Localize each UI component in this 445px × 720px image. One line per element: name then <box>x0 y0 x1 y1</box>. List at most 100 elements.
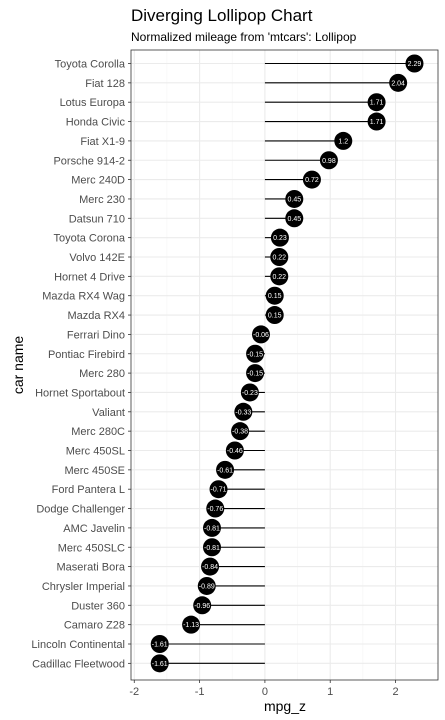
y-tick-label: Chrysler Imperial <box>42 581 125 593</box>
y-tick-label: Merc 280 <box>79 368 125 380</box>
lollipop-point <box>246 344 265 363</box>
y-tick-label: Merc 280C <box>71 426 125 438</box>
value-label: -0.15 <box>247 351 263 358</box>
lollipop-point <box>367 93 386 112</box>
value-label: 0.45 <box>287 216 301 223</box>
lollipop-point <box>150 654 169 673</box>
lollipop-point <box>405 54 424 73</box>
lollipop-point <box>209 480 228 499</box>
value-label: -0.71 <box>211 487 227 494</box>
x-tick-label: 0 <box>262 686 268 698</box>
lollipop-point <box>202 538 221 557</box>
y-tick-label: Datsun 710 <box>69 213 125 225</box>
y-tick-label: Fiat X1-9 <box>80 136 125 148</box>
lollipop-point <box>251 325 270 344</box>
value-label: -0.89 <box>199 583 215 590</box>
value-label: -1.61 <box>152 642 168 649</box>
lollipop-point <box>197 576 216 595</box>
value-label: 1.2 <box>338 138 348 145</box>
y-tick-label: Merc 230 <box>79 194 125 206</box>
lollipop-point <box>265 286 284 305</box>
value-label: -0.61 <box>217 467 233 474</box>
x-tick-label: -2 <box>129 686 139 698</box>
y-tick-label: Duster 360 <box>71 600 125 612</box>
lollipop-point <box>270 228 289 247</box>
lollipop-point <box>270 267 289 286</box>
y-tick-label: Mazda RX4 Wag <box>42 291 125 303</box>
lollipop-point <box>182 615 201 634</box>
lollipop-point <box>285 189 304 208</box>
value-label: -0.46 <box>227 448 243 455</box>
lollipop-point <box>225 441 244 460</box>
value-label: -0.15 <box>247 371 263 378</box>
value-label: 2.29 <box>408 61 422 68</box>
value-label: 1.71 <box>370 100 384 107</box>
y-tick-label: Toyota Corolla <box>55 59 126 71</box>
y-tick-label: Toyota Corona <box>53 233 125 245</box>
value-label: -0.96 <box>194 603 210 610</box>
panel-border <box>130 49 439 681</box>
lollipop-point <box>334 131 353 150</box>
value-label: 0.45 <box>287 196 301 203</box>
y-tick-label: Merc 240D <box>71 175 125 187</box>
lollipop-marks: 2.29 2.04 1.71 1.71 1.2 0.98 0.72 0.45 0.45 0.23 0… <box>150 54 424 673</box>
value-label: -0.38 <box>232 429 248 436</box>
value-label: -0.23 <box>242 390 258 397</box>
value-label: 0.23 <box>273 235 287 242</box>
x-axis-title: mpg_z <box>263 698 307 714</box>
x-tick-label: 1 <box>327 686 333 698</box>
lollipop-point <box>270 248 289 266</box>
lollipop-point <box>265 306 284 325</box>
x-tick-label: 2 <box>392 686 398 698</box>
y-tick-label: Pontiac Firebird <box>48 349 125 361</box>
y-tick-label: AMC Javelin <box>63 523 125 535</box>
value-label: -0.06 <box>253 332 269 339</box>
value-label: -0.81 <box>204 525 220 532</box>
y-tick-label: Mazda RX4 <box>68 310 125 322</box>
y-tick-label: Lotus Europa <box>60 97 126 109</box>
value-label: 0.22 <box>272 274 286 281</box>
y-tick-label: Ferrari Dino <box>67 329 125 341</box>
y-tick-label: Merc 450SL <box>66 446 125 458</box>
y-tick-label: Valiant <box>92 407 125 419</box>
value-label: 2.04 <box>391 80 405 87</box>
grid-lines <box>131 50 438 680</box>
y-tick-label: Lincoln Continental <box>31 639 125 651</box>
lollipop-point <box>216 460 235 479</box>
y-tick-label: Hornet Sportabout <box>35 387 125 399</box>
lollipop-point <box>150 635 169 653</box>
value-label: 0.15 <box>268 293 282 300</box>
lollipop-point <box>202 518 221 537</box>
value-label: 0.98 <box>322 158 336 165</box>
value-label: -0.81 <box>204 545 220 552</box>
x-tick-label: -1 <box>195 686 205 698</box>
axes: Toyota Corolla Fiat 128 Lotus Europa Honda … <box>31 59 398 699</box>
value-label: -1.13 <box>183 622 199 629</box>
lollipop-point <box>319 151 338 170</box>
value-label: -0.33 <box>235 409 251 416</box>
y-tick-label: Honda Civic <box>66 117 126 129</box>
y-tick-label: Fiat 128 <box>85 78 125 90</box>
value-label: 0.15 <box>268 313 282 320</box>
y-tick-label: Porsche 914-2 <box>53 155 125 167</box>
y-tick-label: Merc 450SLC <box>58 542 125 554</box>
value-label: 0.72 <box>305 177 319 184</box>
lollipop-point <box>389 73 408 92</box>
lollipop-point <box>367 112 386 131</box>
y-tick-label: Merc 450SE <box>64 465 125 477</box>
value-label: -0.76 <box>207 506 223 513</box>
lollipop-point <box>201 557 220 576</box>
y-tick-label: Maserati Bora <box>57 562 126 574</box>
lollipop-point <box>246 364 265 383</box>
lollipop-point <box>231 422 250 441</box>
y-tick-label: Dodge Challenger <box>36 504 125 516</box>
y-tick-label: Cadillac Fleetwood <box>32 658 125 670</box>
lollipop-point <box>285 209 304 228</box>
y-tick-label: Hornet 4 Drive <box>54 271 125 283</box>
value-label: -0.84 <box>202 564 218 571</box>
y-tick-label: Volvo 142E <box>69 252 125 264</box>
lollipop-point <box>302 170 321 189</box>
value-label: -1.61 <box>152 661 168 668</box>
value-label: 1.71 <box>370 119 384 126</box>
chart-subtitle: Normalized mileage from 'mtcars': Lollip… <box>131 30 357 44</box>
